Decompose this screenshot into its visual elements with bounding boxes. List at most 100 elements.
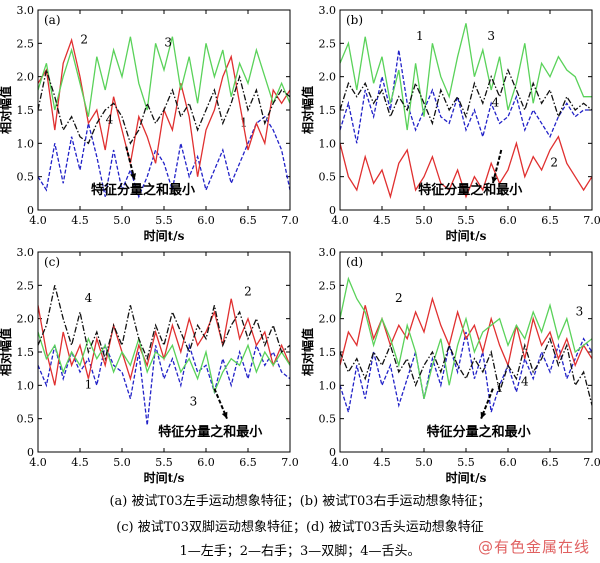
series-3-line [38, 331, 290, 395]
series-1-line [340, 331, 592, 413]
x-tick-label: 4.5 [71, 214, 89, 227]
annotation-arrowhead [480, 411, 487, 419]
y-tick-label: 3.0 [319, 246, 337, 259]
x-tick-label: 6.5 [239, 456, 257, 469]
series-4-line [340, 336, 592, 406]
x-tick-label: 6.0 [499, 456, 517, 469]
x-tick-label: 4.5 [373, 456, 391, 469]
series-4-line [38, 285, 290, 362]
x-axis-title: 时间t/s [446, 228, 487, 243]
annotation-arrowhead [130, 173, 136, 180]
x-tick-label: 4.0 [29, 456, 47, 469]
x-tick-label: 4.0 [331, 214, 349, 227]
caption-line-2: (c) 被试T03双脚运动想象特征；(d) 被试T03舌头运动想象特征 [116, 520, 484, 535]
panel-label: (d) [346, 255, 363, 269]
series-2-line [38, 298, 290, 386]
panel-a: 4.0 4.5 5.0 5.5 6.0 6.5 7.0 0 0.5 1.0 1.5 2.0 2.5 3.0… [0, 4, 299, 243]
y-tick-label: 1.0 [17, 137, 35, 150]
annotation-text: 特征分量之和最小 [158, 424, 262, 440]
y-tick-label: 3.0 [319, 4, 337, 17]
y-tick-label: 2.5 [319, 279, 337, 292]
x-tick-label: 4.5 [373, 214, 391, 227]
plot-frame [339, 251, 593, 453]
plot-frame [37, 251, 291, 453]
x-tick-label: 7.0 [583, 456, 600, 469]
y-axis-title: 相对幅值 [300, 328, 315, 376]
x-tick-label: 5.0 [113, 214, 131, 227]
panel-label: (c) [44, 255, 60, 269]
watermark: @有色金属在线 [477, 538, 590, 556]
annotation-text: 特征分量之和最小 [418, 182, 522, 198]
y-tick-label: 3.0 [17, 4, 35, 17]
y-tick-label: 0 [27, 446, 34, 459]
x-tick-label: 6.0 [197, 456, 215, 469]
series-2-label: 2 [550, 156, 558, 170]
y-tick-label: 1.5 [17, 104, 35, 117]
panel-c: 4.0 4.5 5.0 5.5 6.0 6.5 7.0 0 0.5 1.0 1.5 2.0 2.5 3.0… [0, 246, 299, 485]
x-tick-label: 4.0 [331, 456, 349, 469]
series-3-label: 3 [190, 394, 198, 408]
series-1-line [38, 115, 290, 199]
x-axis-title: 时间t/s [144, 470, 185, 485]
panel-label: (b) [346, 13, 363, 27]
y-tick-label: 0.5 [319, 171, 337, 184]
series-1-label: 1 [496, 381, 504, 395]
y-tick-label: 1.5 [17, 346, 35, 359]
series-3-label: 3 [164, 36, 172, 50]
panel-label: (a) [44, 13, 61, 27]
x-tick-label: 6.5 [541, 214, 559, 227]
y-tick-label: 2.0 [319, 71, 337, 84]
series-1-label: 1 [240, 116, 248, 130]
panel-b: 4.0 4.5 5.0 5.5 6.0 6.5 7.0 0 0.5 1.0 1.5 2.0 2.5 3.0… [300, 4, 600, 243]
annotation-arrowhead [491, 176, 498, 184]
series-4-label: 4 [492, 96, 500, 110]
y-axis-title: 相对幅值 [300, 86, 315, 134]
annotation-text: 特征分量之和最小 [427, 424, 531, 440]
series-4-label: 4 [85, 291, 93, 305]
figure: 4.0 4.5 5.0 5.5 6.0 6.5 7.0 0 0.5 1.0 1.5 2.0 2.5 3.0… [0, 4, 600, 485]
series-1-line [340, 49, 592, 144]
y-tick-label: 2.5 [17, 279, 35, 292]
y-tick-label: 0.5 [17, 413, 35, 426]
x-axis-title: 时间t/s [144, 228, 185, 243]
series-3-line [38, 36, 290, 117]
x-tick-label: 7.0 [583, 214, 600, 227]
series-1-line [38, 342, 290, 426]
y-axis-title: 相对幅值 [0, 328, 13, 376]
series-2-line [340, 135, 592, 200]
y-tick-label: 2.5 [319, 37, 337, 50]
series-2-label: 2 [244, 284, 252, 298]
y-tick-label: 2.0 [17, 71, 35, 84]
y-tick-label: 0.5 [17, 171, 35, 184]
series-4-label: 4 [106, 112, 114, 126]
plot-frame [339, 9, 593, 211]
y-tick-label: 2.5 [17, 37, 35, 50]
x-tick-label: 7.0 [281, 456, 299, 469]
series-3-label: 3 [487, 29, 495, 43]
x-tick-label: 6.0 [499, 214, 517, 227]
x-axis-title: 时间t/s [446, 470, 487, 485]
x-tick-label: 5.5 [457, 456, 475, 469]
plot-frame [37, 9, 291, 211]
series-2-label: 2 [395, 291, 403, 305]
panel-d: 4.0 4.5 5.0 5.5 6.0 6.5 7.0 0 0.5 1.0 1.5 2.0 2.5 3.0… [300, 246, 600, 485]
y-tick-label: 1.5 [319, 346, 337, 359]
x-tick-label: 6.5 [239, 214, 257, 227]
x-tick-label: 5.0 [415, 456, 433, 469]
annotation-arrowhead [221, 411, 228, 419]
y-tick-label: 3.0 [17, 246, 35, 259]
y-tick-label: 2.0 [319, 313, 337, 326]
series-2-label: 2 [80, 32, 88, 46]
y-tick-label: 0.5 [319, 413, 337, 426]
y-tick-label: 1.5 [319, 104, 337, 117]
series-4-line [38, 67, 290, 145]
series-4-line [340, 68, 592, 126]
y-tick-label: 1.0 [319, 379, 337, 392]
x-tick-label: 5.5 [155, 214, 173, 227]
series-3-label: 3 [576, 304, 584, 318]
y-tick-label: 1.0 [17, 379, 35, 392]
series-3-line [340, 23, 592, 131]
series-1-label: 1 [85, 378, 93, 392]
x-tick-label: 4.0 [29, 214, 47, 227]
x-tick-label: 7.0 [281, 214, 299, 227]
